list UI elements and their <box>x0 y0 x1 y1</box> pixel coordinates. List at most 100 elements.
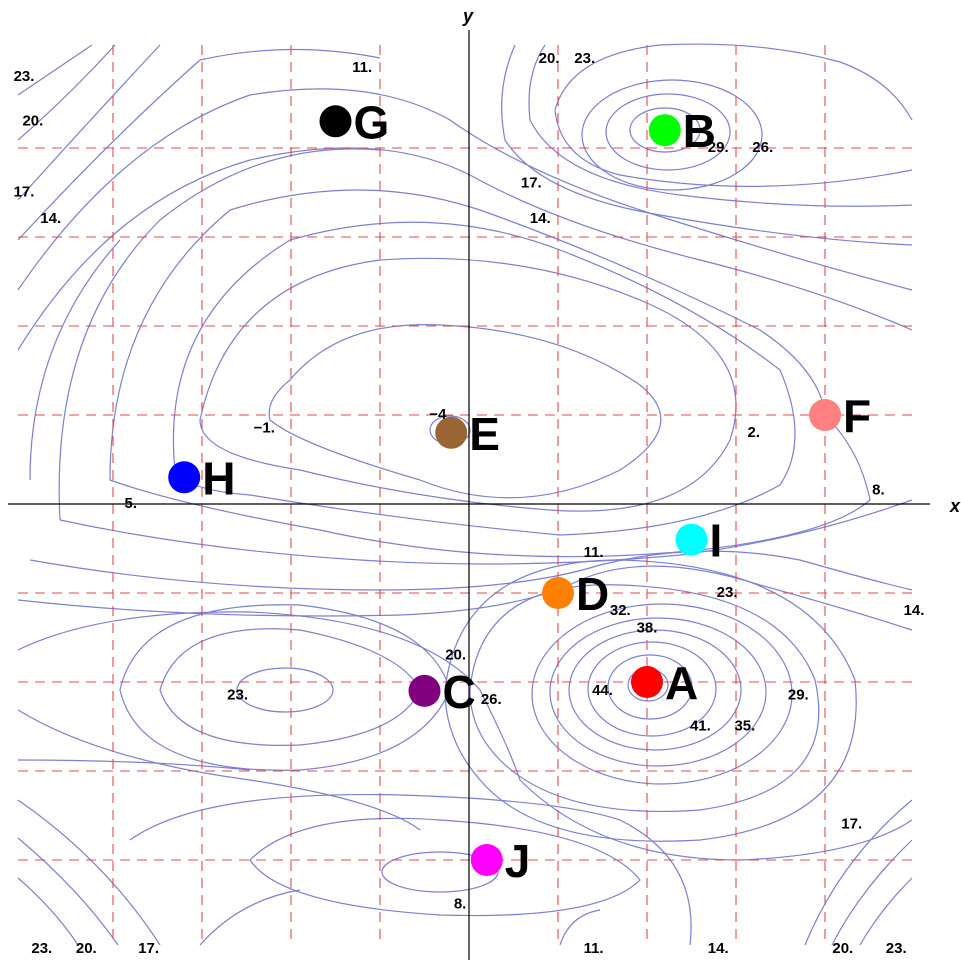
contour-value-label: 20. <box>832 940 853 957</box>
contour-value-label: 14. <box>40 210 61 227</box>
contour-line <box>17 44 116 141</box>
contour-line <box>804 799 913 946</box>
contour-value-label: 26. <box>752 139 773 156</box>
contour-value-label: 14. <box>530 210 551 227</box>
contour-value-label: 29. <box>708 139 729 156</box>
point-g-label: G <box>354 96 390 148</box>
contour-lines <box>17 43 913 946</box>
point-a-label: A <box>665 657 698 709</box>
point-f-marker <box>809 399 841 431</box>
point-i-label: I <box>710 515 723 567</box>
point-b-label: B <box>683 105 716 157</box>
contour-value-label: −1. <box>254 419 275 436</box>
contour-line <box>605 93 731 171</box>
contour-value-label: 8. <box>872 482 885 499</box>
contour-value-label: 23. <box>31 940 52 957</box>
contour-line <box>381 851 499 893</box>
point-h-marker <box>168 461 201 494</box>
contour-line <box>444 559 857 842</box>
contour-value-label: 23. <box>717 584 738 601</box>
contour-value-label: 17. <box>521 175 542 192</box>
contour-line <box>568 629 742 751</box>
contour-line <box>172 221 796 536</box>
contour-line <box>607 654 693 720</box>
contour-value-label: −4 <box>429 406 447 423</box>
contour-line <box>58 148 381 521</box>
contour-value-label: 23. <box>14 68 35 85</box>
contour-line <box>17 837 119 946</box>
point-d-marker <box>542 577 574 609</box>
contour-line <box>199 889 301 946</box>
axes: xy <box>8 6 961 960</box>
contour-value-label: 20. <box>445 646 466 663</box>
point-a-marker <box>631 666 663 698</box>
contour-labels: 23. 20. 17. 14. 11. 20. 23. 29. 26. 17. 14. −4 −1. 2.… <box>14 50 925 957</box>
contour-value-label: 29. <box>788 686 809 703</box>
contour-line <box>581 79 763 191</box>
contour-line <box>559 909 601 946</box>
contour-value-label: 14. <box>904 602 925 619</box>
contour-value-label: 20. <box>76 940 97 957</box>
contour-line <box>236 667 334 713</box>
grid-lines <box>18 45 912 945</box>
contour-value-label: 32. <box>610 602 631 619</box>
contour-value-label: 23. <box>886 940 907 957</box>
contour-line <box>17 759 251 771</box>
contour-line <box>17 877 79 946</box>
contour-line <box>17 88 913 291</box>
y-axis-label: y <box>462 6 474 26</box>
contour-value-label: 8. <box>454 895 467 912</box>
contour-line <box>17 44 93 96</box>
point-c-label: C <box>443 666 476 718</box>
contour-line <box>17 611 913 861</box>
contour-value-label: 38. <box>637 620 658 637</box>
contour-line <box>531 603 793 785</box>
contour-value-label: 11. <box>584 940 604 957</box>
point-j-label: J <box>505 835 531 887</box>
point-e-marker <box>435 416 468 449</box>
contour-value-label: 35. <box>734 717 755 734</box>
point-j-marker <box>470 844 503 876</box>
contour-line <box>554 43 913 187</box>
contour-line <box>831 839 913 946</box>
contour-line <box>119 604 451 771</box>
contour-line <box>129 793 692 946</box>
contour-value-label: 14. <box>708 940 729 957</box>
contour-line <box>528 44 913 207</box>
point-e-label: E <box>469 408 500 460</box>
contour-line <box>587 641 717 737</box>
point-c-marker <box>408 674 441 707</box>
contour-value-label: 11. <box>352 59 372 76</box>
point-b-marker <box>648 114 681 147</box>
contour-line <box>629 107 701 153</box>
contour-value-label: 11. <box>584 544 604 561</box>
point-g-marker <box>319 105 352 138</box>
contour-line <box>17 147 913 351</box>
contour-line <box>29 239 121 481</box>
contour-line <box>268 324 662 499</box>
contour-line <box>17 44 161 201</box>
point-i-marker <box>675 523 708 556</box>
contour-value-label: 17. <box>841 815 862 832</box>
contour-line <box>17 48 381 241</box>
contour-value-label: 17. <box>14 183 35 200</box>
contour-line <box>501 44 913 246</box>
contour-line <box>29 550 913 591</box>
points: A B C D E F G H I J <box>168 96 871 887</box>
point-f-label: F <box>843 390 871 442</box>
contour-value-label: 44. <box>592 682 613 699</box>
contour-value-label: 23. <box>227 686 248 703</box>
contour-value-label: 5. <box>125 495 138 512</box>
contour-value-label: 17. <box>138 940 159 957</box>
contour-value-label: 20. <box>22 112 43 129</box>
contour-line <box>249 817 641 917</box>
contour-line <box>17 799 161 946</box>
contour-value-label: 2. <box>748 424 761 441</box>
contour-value-label: 23. <box>574 50 595 67</box>
contour-value-label: 20. <box>539 50 560 67</box>
contour-line <box>59 499 913 565</box>
contour-value-label: 41. <box>690 717 711 734</box>
point-d-label: D <box>576 568 609 620</box>
contour-line <box>159 628 421 746</box>
